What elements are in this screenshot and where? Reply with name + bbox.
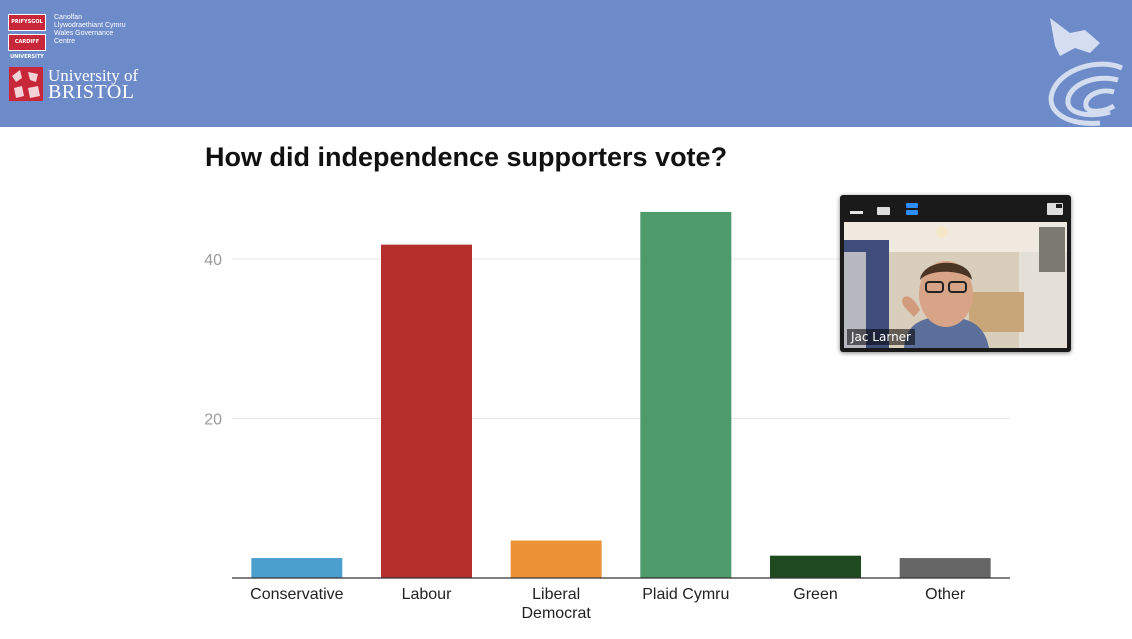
wgc-line: Wales Governance <box>54 30 114 37</box>
x-tick-label: Labour <box>402 586 452 603</box>
slide-header: PRIFYSGOL CAERDYDD CARDIFF UNIVERSITY Ca… <box>0 0 1132 127</box>
dragon-emblem-icon <box>1048 18 1124 126</box>
exit-minimized-icon[interactable] <box>1047 203 1063 215</box>
participant-video: Jac Larner <box>844 222 1067 348</box>
bristol-line2: BRISTOL <box>48 81 135 103</box>
x-tick-label: Democrat <box>521 605 591 622</box>
video-window[interactable]: Jac Larner <box>840 195 1071 352</box>
x-tick-label: Conservative <box>250 586 343 603</box>
bar <box>899 558 991 578</box>
x-tick-label: Other <box>925 586 966 603</box>
bristol-crest-icon <box>9 67 43 101</box>
bristol-line1: University of <box>48 66 139 85</box>
y-tick-label: 20 <box>204 412 222 429</box>
bristol-wordmark: University of BRISTOL <box>48 66 139 103</box>
wgc-text: Canolfan Llywodraethiant Cymru Wales Gov… <box>54 14 144 46</box>
speaker-view-icon[interactable] <box>906 203 918 215</box>
minimize-icon[interactable] <box>850 211 863 214</box>
bar <box>510 540 602 578</box>
bar <box>251 558 343 578</box>
x-tick-label: Liberal <box>532 586 580 603</box>
x-tick-label: Plaid Cymru <box>642 586 729 603</box>
bristol-logo: University of BRISTOL <box>8 66 138 102</box>
bar <box>381 244 472 578</box>
video-toolbar <box>840 195 1071 222</box>
wgc-line: Llywodraethiant Cymru <box>54 22 126 29</box>
thumbnail-view-icon[interactable] <box>877 207 890 215</box>
participant-video-frame <box>844 222 1067 348</box>
cardiff-crest-bottom: CARDIFF UNIVERSITY <box>8 34 46 60</box>
participant-name-tag: Jac Larner <box>847 329 915 345</box>
chart-title: How did independence supporters vote? <box>205 142 728 172</box>
wgc-line: Canolfan <box>54 14 83 21</box>
y-tick-label: 40 <box>204 252 222 269</box>
x-tick-label: Green <box>793 586 837 603</box>
bar <box>770 555 861 578</box>
cardiff-wgc-logo: PRIFYSGOL CAERDYDD CARDIFF UNIVERSITY Ca… <box>8 14 126 60</box>
bar <box>640 211 732 578</box>
wgc-line: Centre <box>54 38 76 45</box>
